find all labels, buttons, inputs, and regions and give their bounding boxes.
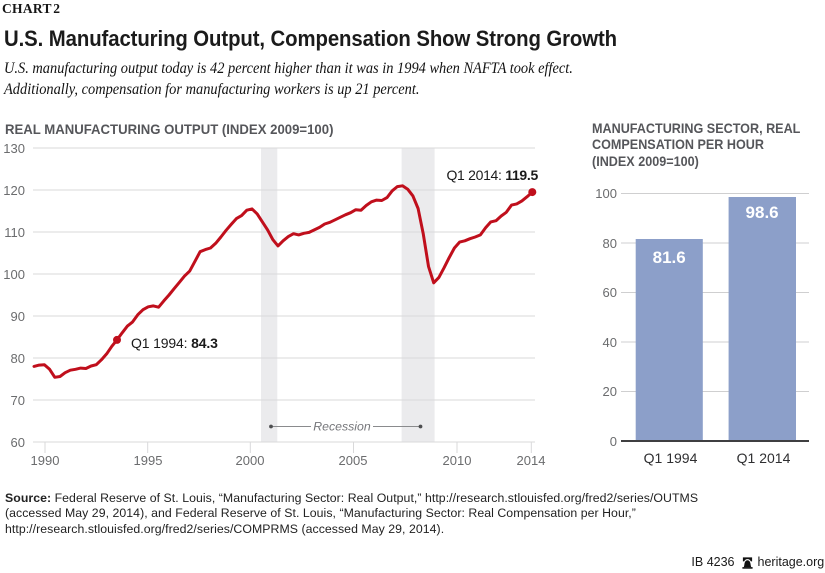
svg-text:Recession: Recession xyxy=(313,420,371,434)
